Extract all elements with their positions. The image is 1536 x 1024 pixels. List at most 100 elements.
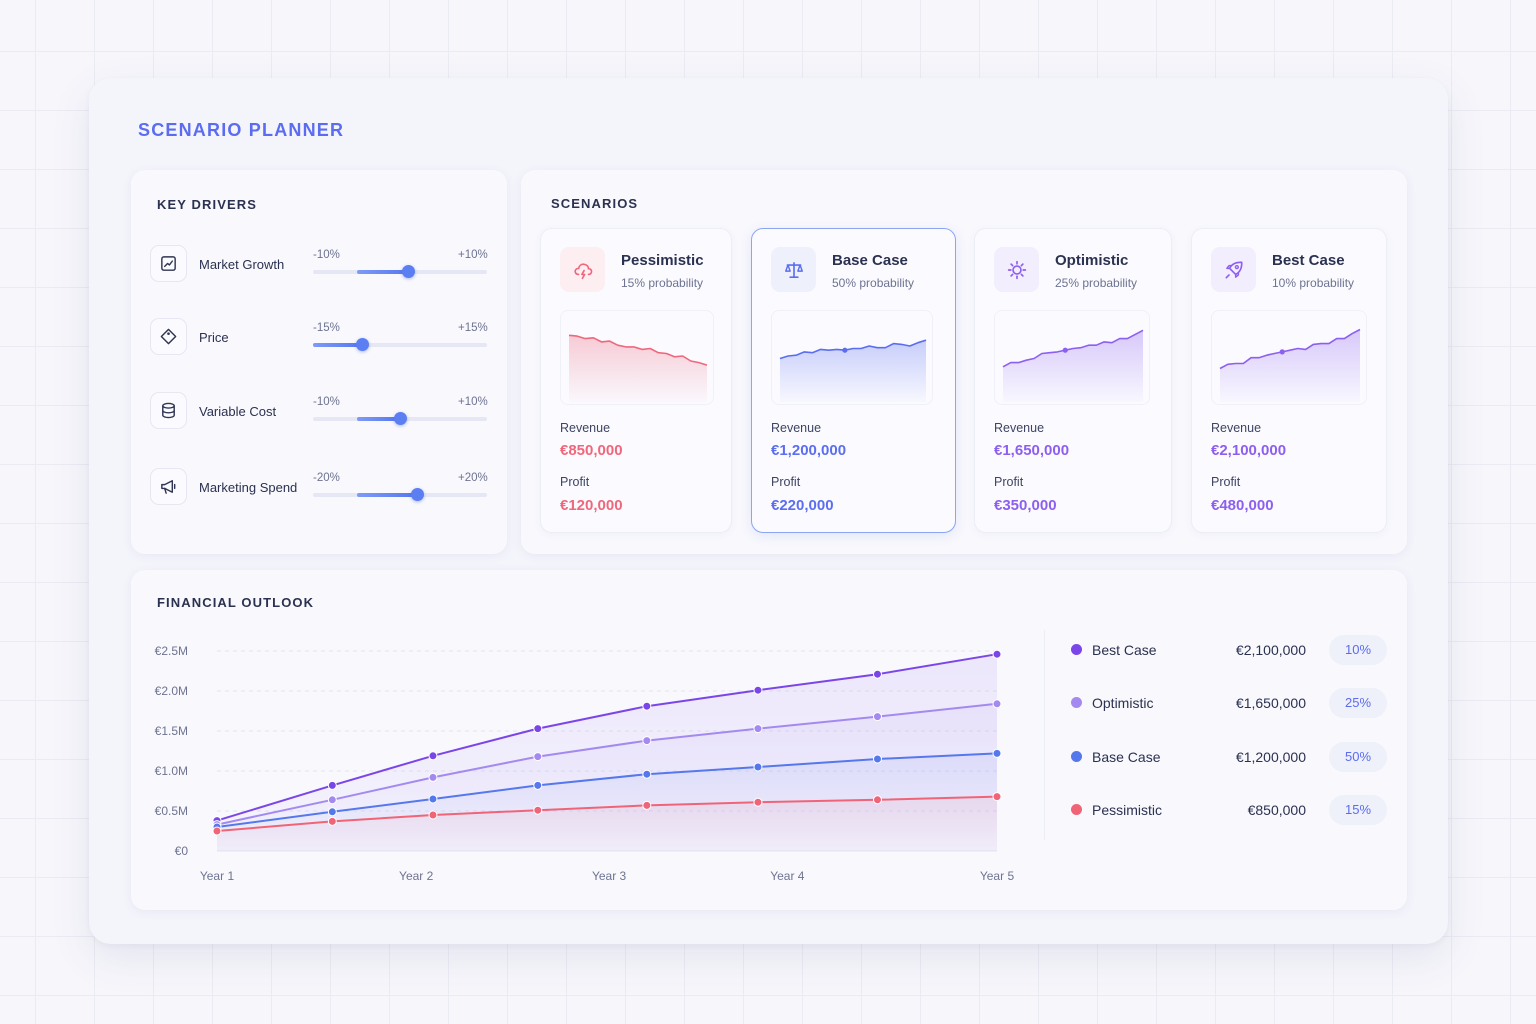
legend-name: Base Case: [1092, 749, 1161, 765]
sun-icon: [1006, 259, 1028, 281]
data-point-base-case[interactable]: [872, 754, 882, 764]
financial-outlook-title: FINANCIAL OUTLOOK: [157, 595, 315, 610]
driver-name: Price: [199, 330, 229, 345]
data-point-base-case[interactable]: [428, 794, 438, 804]
data-point-optimistic[interactable]: [872, 712, 882, 722]
data-point-base-case[interactable]: [327, 807, 337, 817]
y-tick-label: €0: [175, 844, 189, 858]
data-point-pessimistic[interactable]: [428, 810, 438, 820]
data-point-optimistic[interactable]: [753, 724, 763, 734]
data-point-pessimistic[interactable]: [327, 816, 337, 826]
revenue-value: €1,650,000: [994, 442, 1070, 459]
legend-item-best-case[interactable]: Best Case €2,100,000 10%: [1071, 635, 1387, 665]
legend-value: €1,200,000: [1235, 749, 1306, 765]
app-title: SCENARIO PLANNER: [138, 120, 345, 140]
data-point-best-case[interactable]: [642, 701, 652, 711]
data-point-base-case[interactable]: [642, 769, 652, 779]
scenarios-title: SCENARIOS: [551, 196, 639, 211]
driver-marketing-spend: Marketing Spend -20% +20%: [150, 468, 490, 508]
driver-name: Marketing Spend: [199, 480, 298, 495]
scenario-icon-box: [771, 247, 816, 292]
data-point-optimistic[interactable]: [533, 752, 543, 762]
driver-variable-cost: Variable Cost -10% +10%: [150, 392, 490, 432]
sparkline-marker: [842, 347, 848, 353]
driver-market-growth: Market Growth -10% +10%: [150, 245, 490, 285]
slider-fill: [356, 270, 409, 274]
y-tick-label: €2.0M: [155, 684, 188, 698]
legend-swatch: [1071, 697, 1082, 708]
scenario-card-best-case[interactable]: Best Case 10% probability Revenue €2,100,00…: [1191, 228, 1387, 533]
key-drivers-panel: KEY DRIVERS Market Growth -10% +10% Price -1…: [131, 170, 507, 554]
slider-track[interactable]: [313, 412, 487, 425]
scenario-name: Best Case: [1272, 252, 1345, 269]
slider-handle[interactable]: [355, 338, 369, 351]
slider-track[interactable]: [313, 265, 487, 278]
profit-label: Profit: [771, 475, 801, 489]
financial-outlook-panel: FINANCIAL OUTLOOK €0 €0.5M €1.0M €1.5M €2.0M…: [131, 570, 1407, 910]
data-point-pessimistic[interactable]: [642, 800, 652, 810]
data-point-pessimistic[interactable]: [212, 826, 222, 836]
scenario-card-pessimistic[interactable]: Pessimistic 15% probability Revenue €850,00…: [540, 228, 732, 533]
slider-handle[interactable]: [410, 488, 424, 501]
slider-handle[interactable]: [402, 265, 416, 278]
data-point-best-case[interactable]: [753, 685, 763, 695]
legend-probability-badge: 15%: [1329, 795, 1387, 825]
data-point-best-case[interactable]: [428, 751, 438, 761]
profit-value: €480,000: [1211, 497, 1274, 514]
legend-name: Optimistic: [1092, 695, 1154, 711]
data-point-optimistic[interactable]: [992, 699, 1002, 709]
database-icon: [159, 401, 178, 420]
data-point-best-case[interactable]: [992, 649, 1002, 659]
key-drivers-title: KEY DRIVERS: [157, 197, 257, 212]
y-tick-label: €2.5M: [155, 644, 188, 658]
slider-track[interactable]: [313, 488, 487, 501]
x-tick-label: Year 1: [200, 869, 235, 883]
data-point-optimistic[interactable]: [642, 736, 652, 746]
series-line-pessimistic: [216, 795, 998, 832]
scenario-planner-window: SCENARIO PLANNER KEY DRIVERS Market Grow…: [89, 78, 1448, 944]
data-point-optimistic[interactable]: [428, 772, 438, 782]
sparkline-line: [1219, 328, 1361, 370]
revenue-label: Revenue: [560, 421, 611, 435]
data-point-best-case[interactable]: [872, 669, 882, 679]
outlook-legend: Best Case €2,100,000 10% Optimistic €1,650,0…: [1044, 570, 1407, 910]
slider-track[interactable]: [313, 338, 487, 351]
data-point-pessimistic[interactable]: [533, 805, 543, 815]
scenario-sparkline: [771, 310, 933, 405]
sparkline-svg: [1002, 329, 1144, 402]
sparkline-svg: [779, 339, 927, 402]
revenue-value: €2,100,000: [1211, 442, 1287, 459]
data-point-optimistic[interactable]: [327, 795, 337, 805]
sparkline-svg: [1219, 328, 1361, 402]
scenarios-panel: SCENARIOS Pessimistic 15% probability Reve…: [521, 170, 1407, 554]
sparkline-marker: [1062, 347, 1068, 353]
data-point-base-case[interactable]: [992, 748, 1002, 758]
y-tick-label: €1.0M: [155, 764, 188, 778]
series-line-base-case: [216, 752, 998, 828]
x-tick-label: Year 5: [980, 869, 1015, 883]
scenario-card-optimistic[interactable]: Optimistic 25% probability Revenue €1,650,0…: [974, 228, 1172, 533]
data-point-best-case[interactable]: [533, 724, 543, 734]
legend-item-base-case[interactable]: Base Case €1,200,000 50%: [1071, 742, 1387, 772]
driver-min-label: -15%: [313, 322, 340, 334]
scenario-probability: 25% probability: [1055, 276, 1138, 290]
data-point-base-case[interactable]: [753, 762, 763, 772]
driver-price: Price -15% +15%: [150, 318, 490, 358]
scenario-icon-box: [560, 247, 605, 292]
data-point-pessimistic[interactable]: [753, 797, 763, 807]
legend-item-optimistic[interactable]: Optimistic €1,650,000 25%: [1071, 688, 1387, 718]
sparkline-svg: [568, 334, 708, 402]
driver-name: Variable Cost: [199, 404, 277, 419]
outlook-divider: [1044, 630, 1045, 840]
scenario-card-base-case[interactable]: Base Case 50% probability Revenue €1,200,00…: [751, 228, 956, 533]
data-point-base-case[interactable]: [533, 780, 543, 790]
data-point-best-case[interactable]: [327, 780, 337, 790]
storm-cloud-icon: [572, 259, 594, 281]
profit-label: Profit: [1211, 475, 1241, 489]
data-point-pessimistic[interactable]: [992, 792, 1002, 802]
legend-value: €850,000: [1247, 802, 1306, 818]
sparkline-line: [568, 334, 708, 366]
data-point-pessimistic[interactable]: [872, 795, 882, 805]
slider-handle[interactable]: [393, 412, 407, 425]
legend-item-pessimistic[interactable]: Pessimistic €850,000 15%: [1071, 795, 1387, 825]
